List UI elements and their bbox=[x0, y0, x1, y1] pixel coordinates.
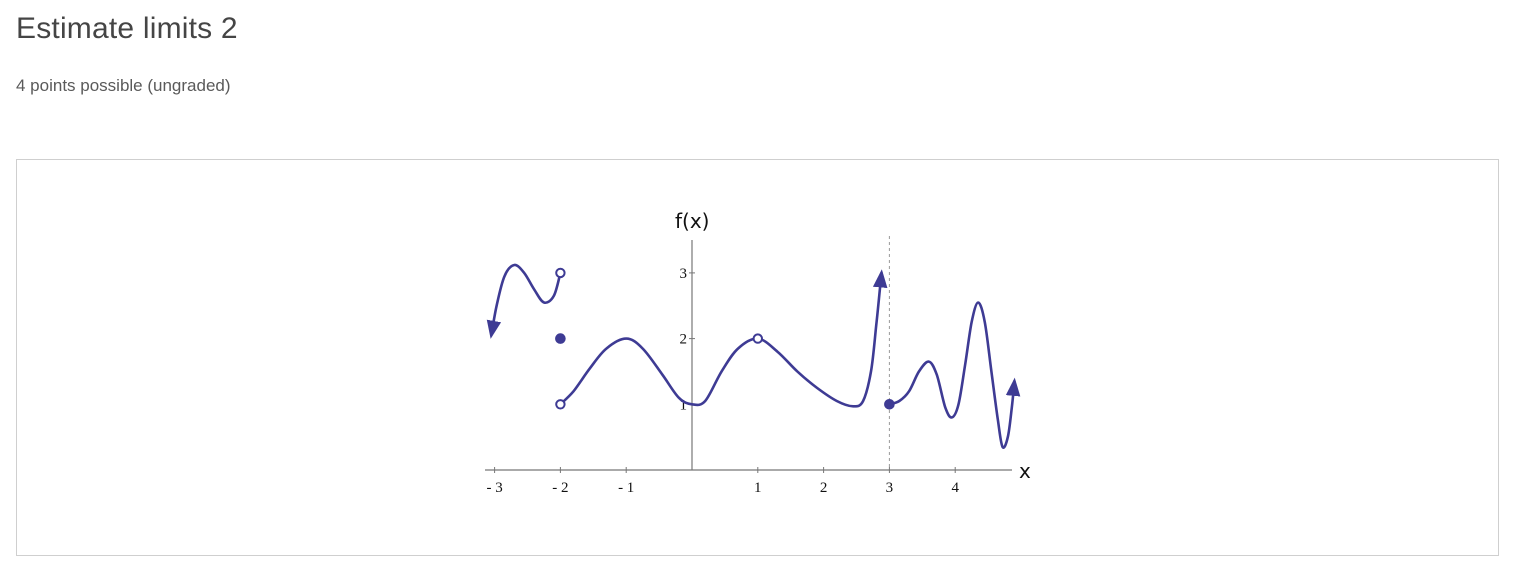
x-tick-label: 2 bbox=[820, 480, 828, 496]
function-curves bbox=[486, 263, 1021, 449]
y-tick-label: 3 bbox=[680, 266, 688, 282]
function-graph: f(x) x - 3 - 2 - 1 1 2 3 4 1 2 3 bbox=[485, 209, 1031, 496]
function-curve-segment-2 bbox=[559, 269, 888, 408]
open-point bbox=[555, 399, 566, 410]
x-axis-label: x bbox=[1019, 459, 1031, 483]
x-tick-label: 4 bbox=[951, 480, 959, 496]
tick-labels: - 3 - 2 - 1 1 2 3 4 1 2 3 bbox=[486, 266, 959, 496]
closed-point bbox=[555, 333, 566, 344]
y-tick-label: 2 bbox=[680, 332, 688, 348]
problem-title: Estimate limits 2 bbox=[16, 12, 238, 45]
x-tick-label: - 3 bbox=[486, 480, 502, 496]
x-tick-label: - 1 bbox=[618, 480, 634, 496]
function-curve-segment-3 bbox=[888, 301, 1021, 449]
axes: f(x) x bbox=[485, 209, 1031, 483]
y-axis-label: f(x) bbox=[675, 209, 709, 233]
open-point bbox=[555, 267, 566, 279]
points-possible: 4 points possible (ungraded) bbox=[16, 76, 231, 95]
y-tick-label: 1 bbox=[680, 397, 688, 413]
graph-figure: f(x) x - 3 - 2 - 1 1 2 3 4 1 2 3 bbox=[16, 159, 1499, 556]
function-curve-segment-1 bbox=[486, 263, 562, 339]
x-tick-label: 1 bbox=[754, 480, 762, 496]
x-tick-label: 3 bbox=[886, 480, 894, 496]
closed-point bbox=[884, 399, 895, 410]
open-point bbox=[752, 333, 763, 344]
x-tick-label: - 2 bbox=[552, 480, 568, 496]
function-points bbox=[555, 267, 895, 410]
